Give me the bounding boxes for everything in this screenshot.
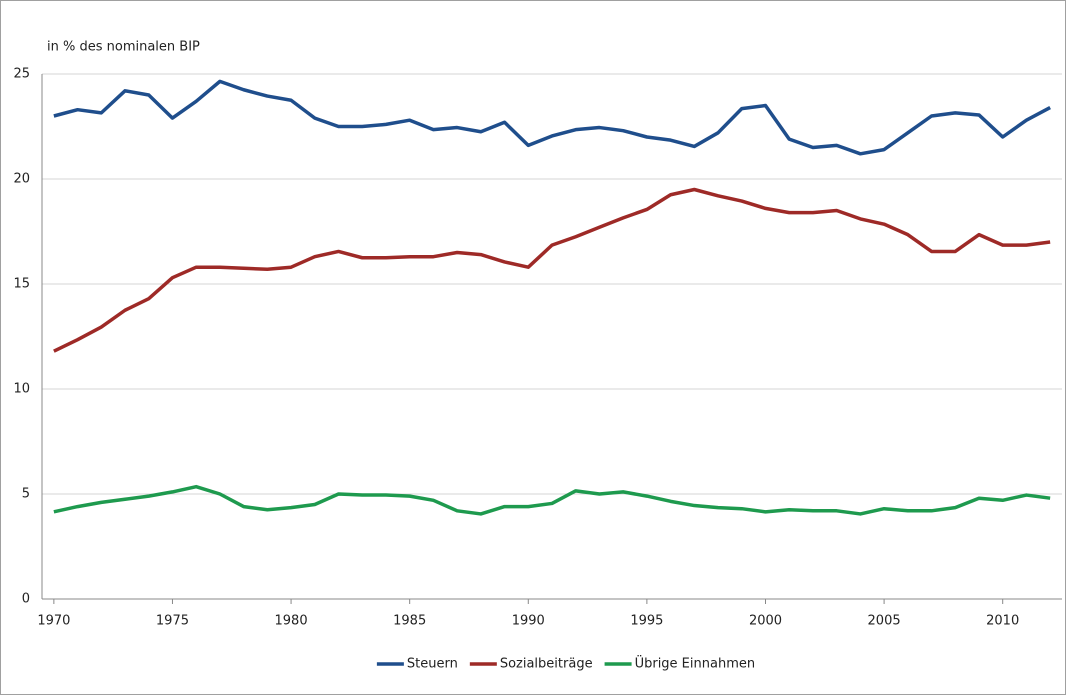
y-tick-label: 0 <box>22 592 30 607</box>
x-tick-label: 2005 <box>868 614 901 629</box>
y-tick-label: 15 <box>13 277 30 292</box>
x-tick-label: 1980 <box>275 614 308 629</box>
y-tick-label: 10 <box>13 382 30 397</box>
x-tick-label: 1995 <box>630 614 663 629</box>
y-tick-label: 5 <box>22 487 30 502</box>
x-tick-label: 2010 <box>986 614 1019 629</box>
x-tick-label: 1990 <box>512 614 545 629</box>
series-line <box>53 187 1051 353</box>
x-tick-label: 1975 <box>156 614 189 629</box>
y-tick-label: 20 <box>13 172 30 187</box>
legend-label: Steuern <box>407 657 458 672</box>
y-tick-label: 25 <box>13 67 30 82</box>
x-tick-label: 1985 <box>393 614 426 629</box>
legend-label: Übrige Einnahmen <box>635 655 756 672</box>
y-axis-label: in % des nominalen BIP <box>47 40 200 55</box>
x-tick-label: 2000 <box>749 614 782 629</box>
series-line <box>53 79 1051 156</box>
x-tick-label: 1970 <box>37 614 70 629</box>
series-line <box>53 484 1051 516</box>
legend-label: Sozialbeiträge <box>500 657 593 672</box>
